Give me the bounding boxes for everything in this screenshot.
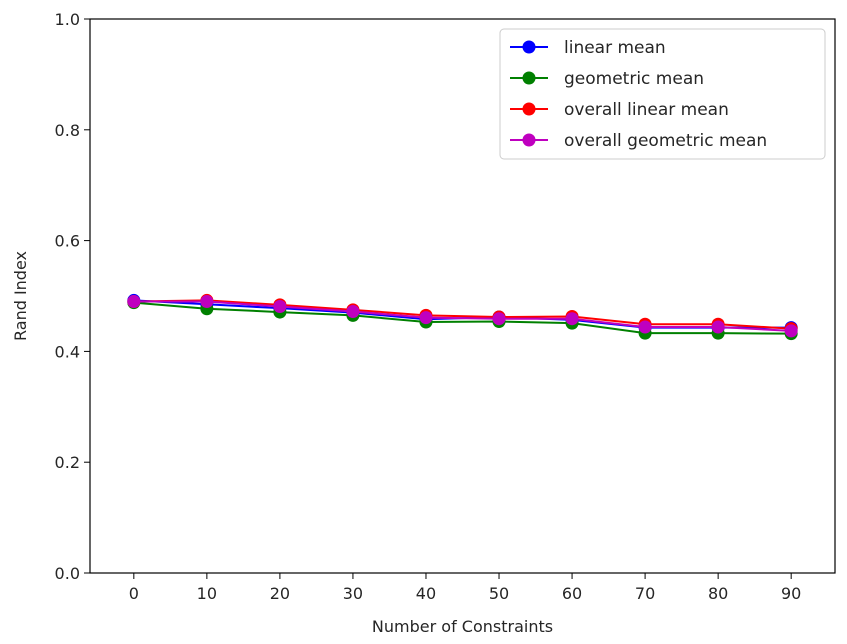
legend-box [499,28,826,160]
data-point-3-7 [638,320,652,334]
y-axis: 0.0 0.2 0.4 0.6 0.8 1.0 [55,10,90,583]
legend-label-3: overall geometric mean [564,131,767,151]
y-tick-label: 1.0 [55,10,80,29]
data-point-3-5 [492,312,506,326]
data-point-3-1 [200,295,214,309]
data-point-3-9 [784,324,798,338]
legend-label-0: linear mean [564,38,666,58]
data-point-3-3 [346,305,360,319]
legend-label-1: geometric mean [564,69,704,89]
y-axis-title: Rand Index [11,251,30,341]
x-tick-label: 10 [197,584,217,603]
y-tick-label: 0.6 [55,232,80,251]
y-tick-label: 0.8 [55,121,80,140]
data-point-3-0 [127,295,141,309]
series-line-2 [133,299,792,330]
y-tick-label: 0.2 [55,453,80,472]
plot-frame [89,18,836,574]
x-axis-title: Number of Constraints [372,617,553,636]
legend-marker-3 [522,133,536,147]
data-point-3-8 [711,320,725,334]
data-point-3-6 [565,312,579,326]
legend-marker-1 [522,71,536,85]
y-tick-label: 0.4 [55,342,80,361]
data-point-3-2 [273,300,287,314]
x-tick-label: 50 [489,584,509,603]
x-tick-label: 30 [343,584,363,603]
legend: linear mean geometric mean overall linear … [499,28,826,160]
series-layer [127,293,798,341]
data-point-3-4 [419,311,433,325]
x-tick-label: 80 [708,584,728,603]
legend-label-2: overall linear mean [564,100,729,120]
legend-marker-0 [522,40,536,54]
x-tick-label: 20 [270,584,290,603]
x-tick-label: 0 [129,584,139,603]
x-tick-label: 70 [635,584,655,603]
x-tick-label: 40 [416,584,436,603]
series-line-3 [133,300,792,332]
x-tick-label: 90 [781,584,801,603]
x-tick-label: 60 [562,584,582,603]
series-line-1 [133,301,792,335]
x-axis: 0 10 20 30 40 50 60 70 80 90 [129,573,801,603]
legend-marker-2 [522,102,536,116]
y-tick-label: 0.0 [55,564,80,583]
